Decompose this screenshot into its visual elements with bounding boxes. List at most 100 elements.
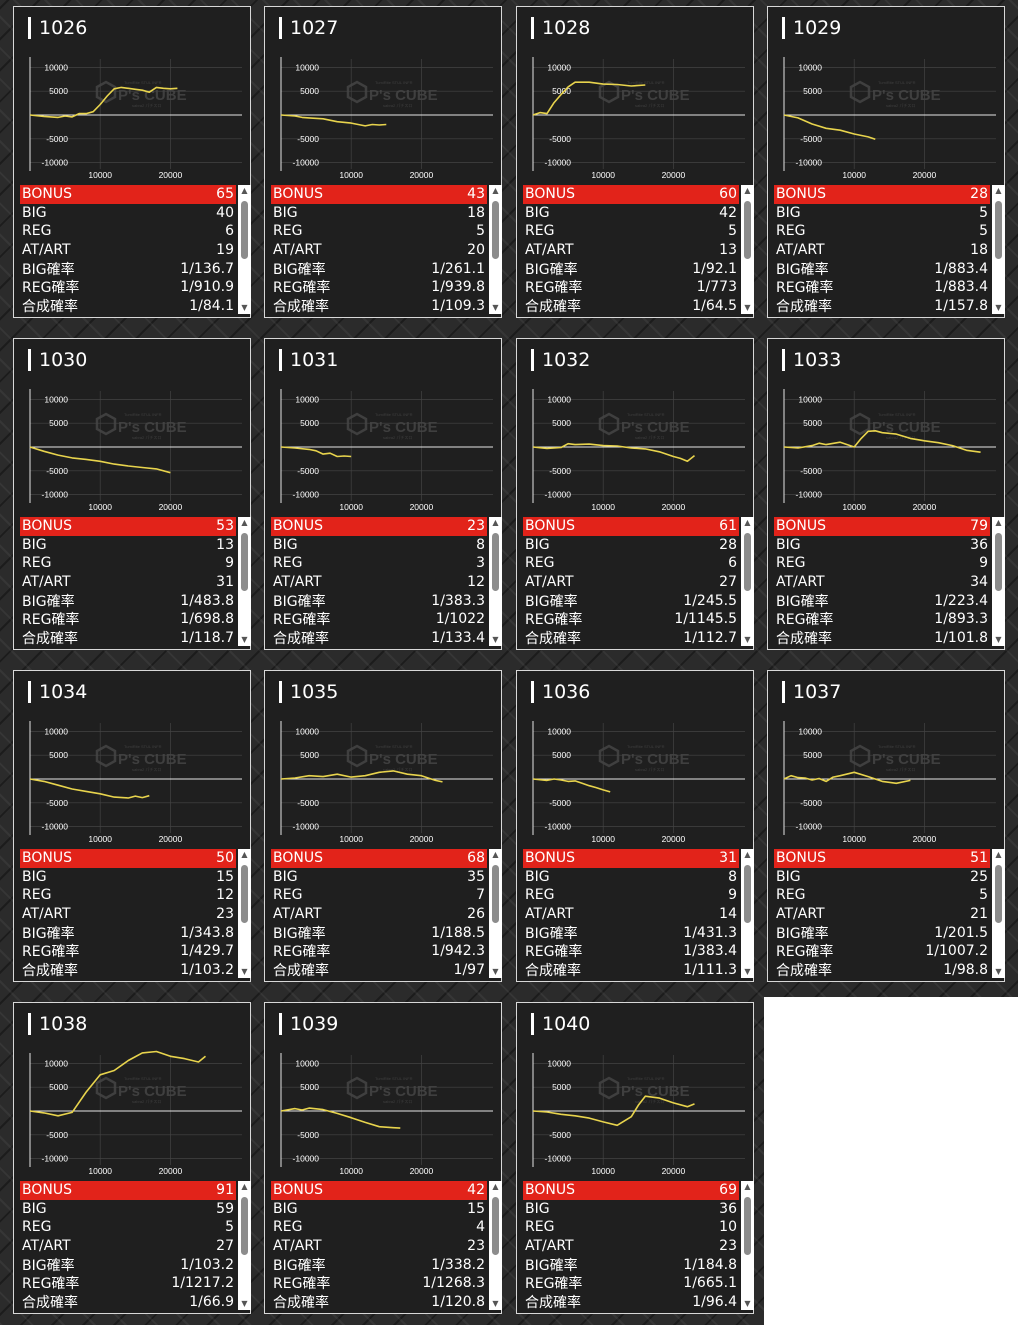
stat-value: 40	[216, 204, 234, 221]
stats-scrollbar[interactable]: ▲ ▼	[238, 517, 251, 646]
watermark-brand: P's CUBE	[118, 751, 187, 768]
stat-label: REG確率	[525, 612, 583, 629]
triangle-down-icon[interactable]: ▼	[492, 303, 499, 312]
stat-row: REG 5	[774, 222, 990, 241]
stats-scrollbar[interactable]: ▲ ▼	[992, 517, 1005, 646]
stat-row: 合成確率 1/120.8	[271, 1293, 487, 1312]
triangle-up-icon[interactable]: ▲	[744, 1182, 751, 1191]
stat-row: REG 9	[523, 886, 739, 905]
stats-scrollbar[interactable]: ▲ ▼	[741, 517, 754, 646]
scroll-thumb[interactable]	[995, 533, 1002, 591]
stat-row: REG確率 1/698.8	[20, 610, 236, 629]
y-tick-label: -5000	[46, 466, 68, 476]
stat-label: BIG	[776, 204, 801, 221]
triangle-up-icon[interactable]: ▲	[241, 1182, 248, 1191]
x-tick-label: 10000	[88, 834, 112, 844]
scroll-thumb[interactable]	[492, 201, 499, 259]
triangle-up-icon[interactable]: ▲	[995, 518, 1002, 527]
scroll-thumb[interactable]	[241, 201, 248, 259]
stat-label: 合成確率	[525, 298, 581, 315]
scroll-thumb[interactable]	[241, 865, 248, 923]
scroll-thumb[interactable]	[241, 533, 248, 591]
stats-scrollbar[interactable]: ▲ ▼	[489, 517, 502, 646]
triangle-down-icon[interactable]: ▼	[995, 303, 1002, 312]
stats-scrollbar[interactable]: ▲ ▼	[489, 1181, 502, 1310]
triangle-down-icon[interactable]: ▼	[492, 635, 499, 644]
stats-scrollbar[interactable]: ▲ ▼	[238, 185, 251, 314]
triangle-down-icon[interactable]: ▼	[492, 967, 499, 976]
stat-row: BIG確率 1/431.3	[523, 923, 739, 942]
machine-card: 1028 P's CUBE TumiRite STUL INFR sabra2 パチス…	[516, 6, 754, 318]
x-tick-label: 20000	[159, 170, 183, 180]
stat-label: REG確率	[776, 944, 834, 961]
triangle-up-icon[interactable]: ▲	[241, 186, 248, 195]
stat-label: AT/ART	[525, 242, 574, 259]
triangle-down-icon[interactable]: ▼	[744, 303, 751, 312]
scroll-thumb[interactable]	[995, 201, 1002, 259]
watermark-brand: P's CUBE	[621, 87, 690, 104]
stats-scrollbar[interactable]: ▲ ▼	[741, 1181, 754, 1310]
stat-value: 1/103.2	[180, 961, 234, 978]
scroll-thumb[interactable]	[241, 1197, 248, 1255]
scroll-thumb[interactable]	[744, 865, 751, 923]
triangle-up-icon[interactable]: ▲	[492, 518, 499, 527]
triangle-up-icon[interactable]: ▲	[744, 186, 751, 195]
triangle-down-icon[interactable]: ▼	[995, 635, 1002, 644]
scroll-thumb[interactable]	[492, 533, 499, 591]
triangle-down-icon[interactable]: ▼	[241, 635, 248, 644]
triangle-down-icon[interactable]: ▼	[995, 967, 1002, 976]
stats-scrollbar[interactable]: ▲ ▼	[992, 185, 1005, 314]
slump-chart: P's CUBE TumiRite STUL INFR sabra2 パチスロ 100…	[29, 389, 242, 512]
scroll-thumb[interactable]	[744, 1197, 751, 1255]
stats-scrollbar[interactable]: ▲ ▼	[992, 849, 1005, 978]
stat-label: REG確率	[273, 944, 331, 961]
triangle-up-icon[interactable]: ▲	[744, 850, 751, 859]
stats-scrollbar[interactable]: ▲ ▼	[238, 849, 251, 978]
triangle-up-icon[interactable]: ▲	[241, 518, 248, 527]
stat-label: 合成確率	[273, 298, 329, 315]
stat-label: REG	[776, 887, 806, 904]
stat-label: BIG確率	[22, 925, 75, 942]
scroll-thumb[interactable]	[492, 865, 499, 923]
scroll-thumb[interactable]	[744, 201, 751, 259]
stat-row: AT/ART 19	[20, 241, 236, 260]
stats-scrollbar[interactable]: ▲ ▼	[238, 1181, 251, 1310]
stat-value: 1/338.2	[431, 1256, 485, 1273]
triangle-up-icon[interactable]: ▲	[492, 186, 499, 195]
stat-value: 5	[979, 887, 988, 904]
triangle-up-icon[interactable]: ▲	[995, 850, 1002, 859]
stat-row: BIG確率 1/383.3	[271, 591, 487, 610]
stats-scrollbar[interactable]: ▲ ▼	[741, 849, 754, 978]
stat-value: 42	[719, 204, 737, 221]
stat-row: REG確率 1/1217.2	[20, 1274, 236, 1293]
watermark-brand: P's CUBE	[369, 751, 438, 768]
stat-row: 合成確率 1/98.8	[774, 961, 990, 980]
triangle-down-icon[interactable]: ▼	[492, 1299, 499, 1308]
machine-number: 1032	[531, 349, 590, 371]
triangle-down-icon[interactable]: ▼	[744, 1299, 751, 1308]
triangle-down-icon[interactable]: ▼	[241, 967, 248, 976]
triangle-down-icon[interactable]: ▼	[744, 635, 751, 644]
scroll-thumb[interactable]	[744, 533, 751, 591]
bonus-row: BONUS 31	[523, 849, 739, 868]
stat-value: 1/773	[696, 279, 737, 296]
stat-label: AT/ART	[22, 574, 71, 591]
stats-scrollbar[interactable]: ▲ ▼	[741, 185, 754, 314]
stat-value: 1/109.3	[431, 297, 485, 314]
triangle-up-icon[interactable]: ▲	[241, 850, 248, 859]
triangle-up-icon[interactable]: ▲	[744, 518, 751, 527]
bonus-row: BONUS 51	[774, 849, 990, 868]
triangle-up-icon[interactable]: ▲	[492, 1182, 499, 1191]
scroll-thumb[interactable]	[492, 1197, 499, 1255]
stats-scrollbar[interactable]: ▲ ▼	[489, 185, 502, 314]
watermark-tagline: TumiRite STUL INFR	[878, 744, 916, 749]
triangle-down-icon[interactable]: ▼	[744, 967, 751, 976]
scroll-thumb[interactable]	[995, 865, 1002, 923]
triangle-down-icon[interactable]: ▼	[241, 1299, 248, 1308]
stats-scrollbar[interactable]: ▲ ▼	[489, 849, 502, 978]
slump-chart: P's CUBE TumiRite STUL INFR sabra2 パチスロ 100…	[783, 57, 996, 180]
triangle-up-icon[interactable]: ▲	[492, 850, 499, 859]
triangle-down-icon[interactable]: ▼	[241, 303, 248, 312]
triangle-up-icon[interactable]: ▲	[995, 186, 1002, 195]
stat-value: 1/1007.2	[925, 943, 988, 960]
